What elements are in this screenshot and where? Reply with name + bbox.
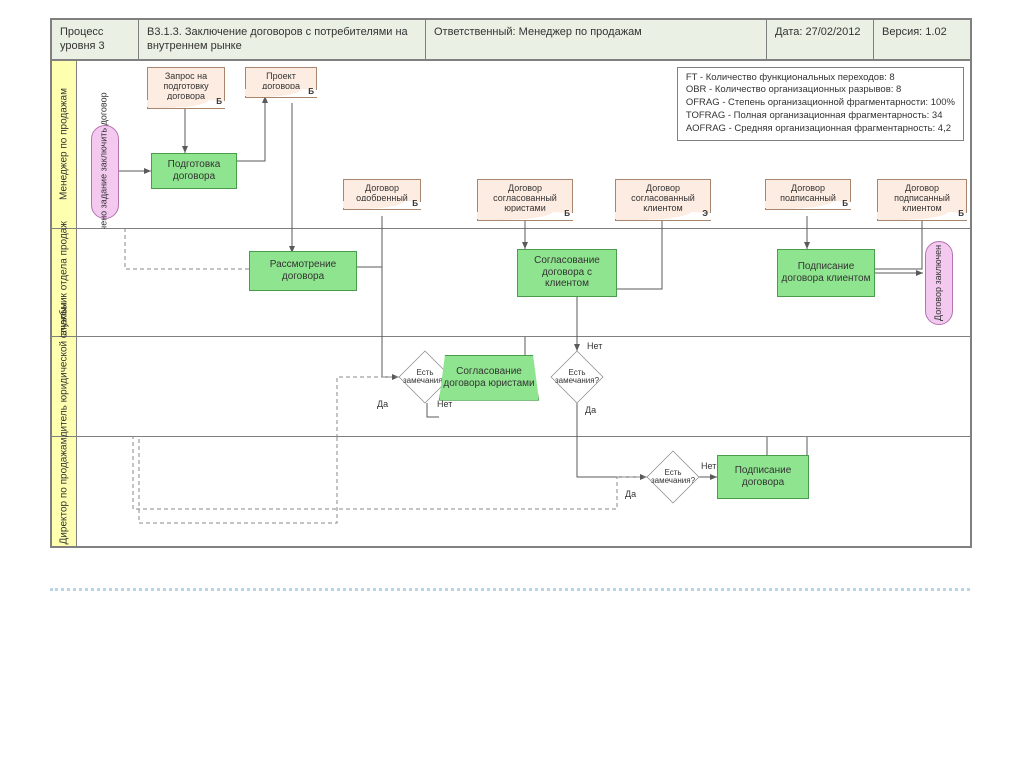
- terminal-end: Договор заключен: [925, 241, 953, 325]
- hdr-responsible: Ответственный: Менеджер по продажам: [426, 20, 767, 60]
- doc-request: Запрос на подготовку договораБ: [147, 67, 225, 109]
- doc-signed-client: Договор подписанный клиентомБ: [877, 179, 967, 221]
- label-yes-3: Да: [625, 489, 636, 499]
- label-yes-2: Да: [585, 405, 596, 415]
- hdr-process-level: Процесс уровня 3: [52, 20, 139, 60]
- lane4-label: Директор по продажам: [52, 436, 77, 546]
- decision-3: Есть замечания?: [647, 451, 699, 503]
- proc-sign: Подписание договора: [717, 455, 809, 499]
- proc-prepare: Подготовка договора: [151, 153, 237, 189]
- lane1-label: Менеджер по продажам: [52, 60, 77, 228]
- footer-rule: [50, 588, 970, 591]
- doc-legal-ok: Договор согласованный юристамиБ: [477, 179, 573, 221]
- decision-2: Есть замечания?: [551, 351, 603, 403]
- proc-review: Рассмотрение договора: [249, 251, 357, 291]
- doc-signed: Договор подписанныйБ: [765, 179, 851, 211]
- lane4-arrows: [77, 437, 973, 547]
- lane3-label: Руководитель юридической службы: [52, 336, 77, 436]
- proc-legal-approve: Согласование договора юристами: [439, 355, 539, 401]
- doc-client-ok: Договор согласованный клиентомЭ: [615, 179, 711, 221]
- lane1-area: Получено задание заключить договор Запро…: [77, 60, 971, 228]
- hdr-date: Дата: 27/02/2012: [767, 20, 874, 60]
- proc-client-sign: Подписание договора клиентом: [777, 249, 875, 297]
- terminal-start: Получено задание заключить договор: [91, 125, 119, 219]
- lane4-area: Есть замечания? Да Нет Подписание догово…: [77, 436, 971, 546]
- diagram-frame: Процесс уровня 3 В3.1.3. Заключение дого…: [50, 18, 972, 548]
- metrics-box: FT - Количество функциональных переходов…: [677, 67, 964, 141]
- hdr-version: Версия: 1.02: [874, 20, 971, 60]
- doc-draft: Проект договораБ: [245, 67, 317, 99]
- proc-client-approve: Согласование договора с клиентом: [517, 249, 617, 297]
- header-table: Процесс уровня 3 В3.1.3. Заключение дого…: [51, 19, 971, 60]
- label-no-3: Нет: [701, 461, 716, 471]
- lane2-area: Рассмотрение договора Согласование догов…: [77, 228, 971, 336]
- hdr-process-name: В3.1.3. Заключение договоров с потребите…: [139, 20, 426, 60]
- doc-approved: Договор одобренныйБ: [343, 179, 421, 211]
- label-yes-1: Да: [377, 399, 388, 409]
- swimlanes: Менеджер по продажам: [51, 60, 971, 547]
- lane3-area: Есть замечания? Да Нет Согласование дого…: [77, 336, 971, 436]
- label-no-2: Нет: [587, 341, 602, 351]
